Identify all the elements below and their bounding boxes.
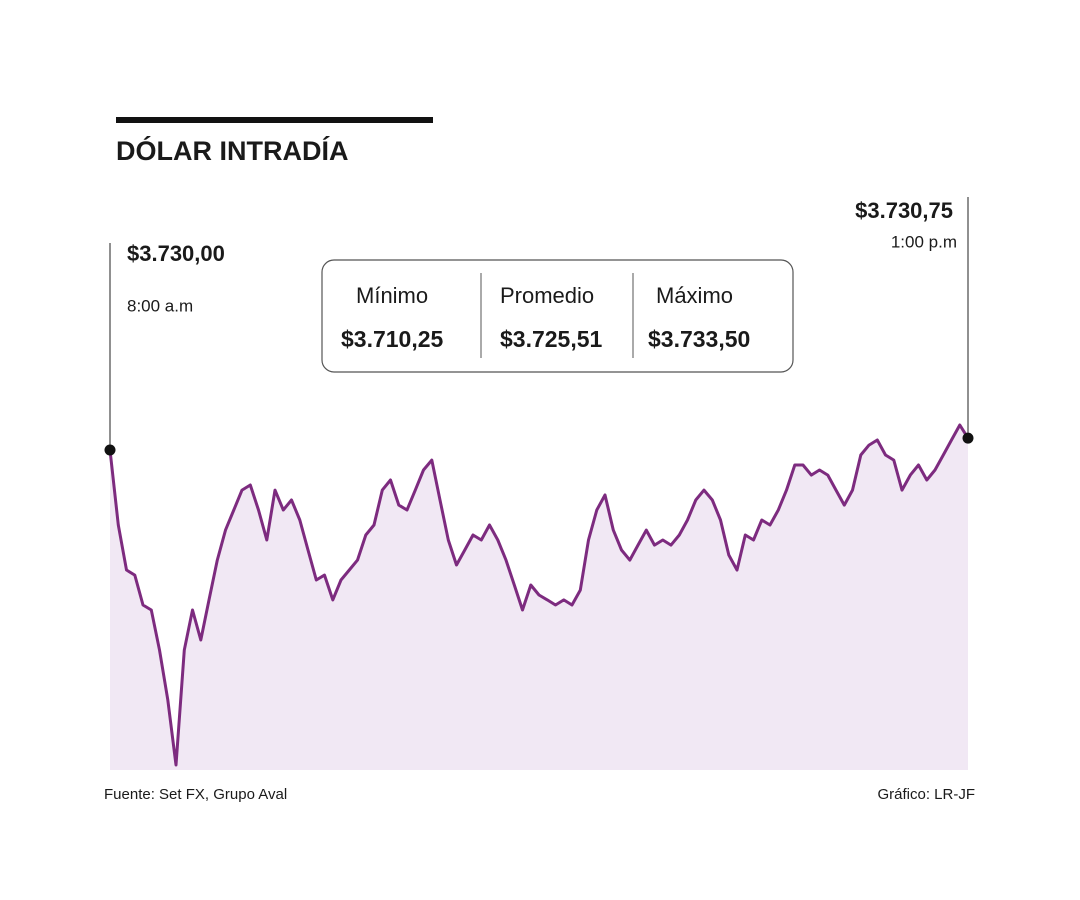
stat-value: $3.710,25 <box>341 326 444 352</box>
source: Fuente: Set FX, Grupo Aval <box>104 786 287 803</box>
endpoint-dot <box>962 432 974 444</box>
stat-name: Promedio <box>500 283 594 308</box>
endpoint-time: 1:00 p.m <box>891 232 957 251</box>
stat-name: Mínimo <box>356 283 428 308</box>
stat-name: Máximo <box>656 283 733 308</box>
endpoint-value: $3.730,75 <box>855 198 953 223</box>
endpoint-dot <box>104 444 116 456</box>
endpoint-value: $3.730,00 <box>127 241 225 266</box>
stats-box <box>321 259 794 373</box>
chart-title: DÓLAR INTRADÍA <box>116 135 348 166</box>
stat-value: $3.725,51 <box>500 326 603 352</box>
credit: Gráfico: LR-JF <box>877 786 975 803</box>
title-rule <box>116 117 433 123</box>
area <box>110 425 968 770</box>
endpoint-time: 8:00 a.m <box>127 296 193 315</box>
stat-value: $3.733,50 <box>648 326 750 352</box>
line <box>108 423 970 767</box>
